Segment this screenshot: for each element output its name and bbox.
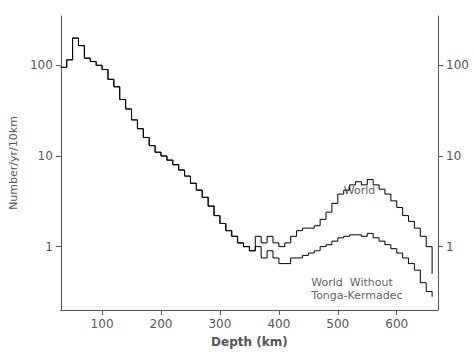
svg-text:100: 100 (30, 58, 53, 72)
svg-text:100: 100 (446, 58, 469, 72)
svg-text:Depth (km): Depth (km) (211, 335, 288, 349)
svg-text:300: 300 (208, 317, 231, 331)
svg-text:500: 500 (326, 317, 349, 331)
svg-text:10: 10 (446, 149, 461, 163)
svg-text:400: 400 (267, 317, 290, 331)
svg-text:10: 10 (38, 149, 53, 163)
svg-text:100: 100 (91, 317, 114, 331)
svg-text:200: 200 (150, 317, 173, 331)
svg-text:1: 1 (45, 240, 53, 254)
svg-text:World: World (344, 184, 376, 197)
svg-text:1: 1 (446, 240, 454, 254)
svg-text:World Without: World Without (311, 276, 393, 289)
svg-text:Number/yr/10km: Number/yr/10km (7, 116, 20, 210)
svg-text:Tonga-Kermadec: Tonga-Kermadec (310, 289, 402, 302)
svg-text:600: 600 (385, 317, 408, 331)
